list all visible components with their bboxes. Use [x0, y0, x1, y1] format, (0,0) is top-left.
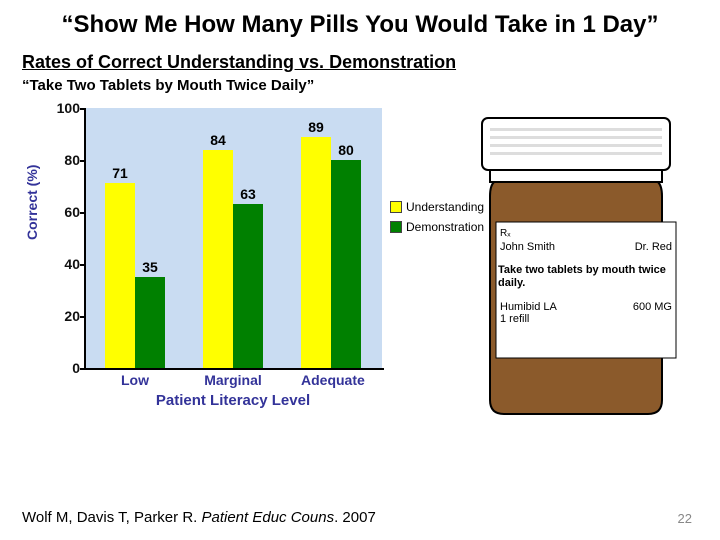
citation-source: Patient Educ Couns [201, 509, 334, 526]
x-category-label: Low [105, 372, 165, 388]
y-axis-label: Correct (%) [24, 165, 40, 240]
bar-value-label: 89 [301, 119, 331, 135]
legend-swatch [390, 221, 402, 233]
bar [203, 150, 233, 368]
bars-container: 71 35 84 63 8980 [84, 108, 382, 368]
bar-value-label: 35 [135, 259, 165, 275]
slide-title: “Show Me How Many Pills You Would Take i… [0, 0, 720, 46]
x-axis-label: Patient Literacy Level [84, 392, 382, 409]
bar-value-label: 71 [105, 165, 135, 181]
content-area: 020406080100 Correct (%) 713584638980 Lo… [0, 100, 720, 445]
y-tick-label: 20 [50, 308, 80, 324]
y-tick-label: 0 [50, 360, 80, 376]
y-tick-label: 100 [50, 100, 80, 116]
drug-strength: 600 MG [633, 301, 672, 325]
citation: Wolf M, Davis T, Parker R. Patient Educ … [22, 509, 376, 526]
instruction-text: “Take Two Tablets by Mouth Twice Daily” [0, 75, 720, 100]
bar [135, 277, 165, 368]
slide-subtitle: Rates of Correct Understanding vs. Demon… [0, 46, 720, 75]
legend-swatch [390, 201, 402, 213]
patient-name: John Smith [500, 241, 555, 253]
drug-name: Humibid LA [500, 301, 557, 313]
bar [331, 160, 361, 368]
y-tick-label: 60 [50, 204, 80, 220]
y-tick-label: 80 [50, 152, 80, 168]
citation-year: 2007 [342, 509, 375, 526]
page-number: 22 [678, 511, 692, 526]
bar-value-label: 84 [203, 132, 233, 148]
citation-authors: Wolf M, Davis T, Parker R. [22, 509, 197, 526]
bar [105, 183, 135, 368]
doctor-name: Dr. Red [635, 241, 672, 253]
x-category-label: Marginal [203, 372, 263, 388]
bar-value-label: 63 [233, 186, 263, 202]
bar-value-label: 80 [331, 142, 361, 158]
pill-bottle-illustration: Rₓ John Smith Dr. Red Take two tablets b… [460, 100, 692, 420]
bar [301, 137, 331, 368]
refill-text: 1 refill [500, 313, 557, 325]
y-tick-label: 40 [50, 256, 80, 272]
bar-chart: 020406080100 Correct (%) 713584638980 Lo… [22, 100, 452, 420]
direction-text: Take two tablets by mouth twice daily. [498, 264, 674, 290]
bottle-label: John Smith Dr. Red Take two tablets by m… [498, 240, 674, 326]
x-category-label: Adequate [301, 372, 361, 388]
x-axis [84, 368, 384, 370]
bar [233, 204, 263, 368]
